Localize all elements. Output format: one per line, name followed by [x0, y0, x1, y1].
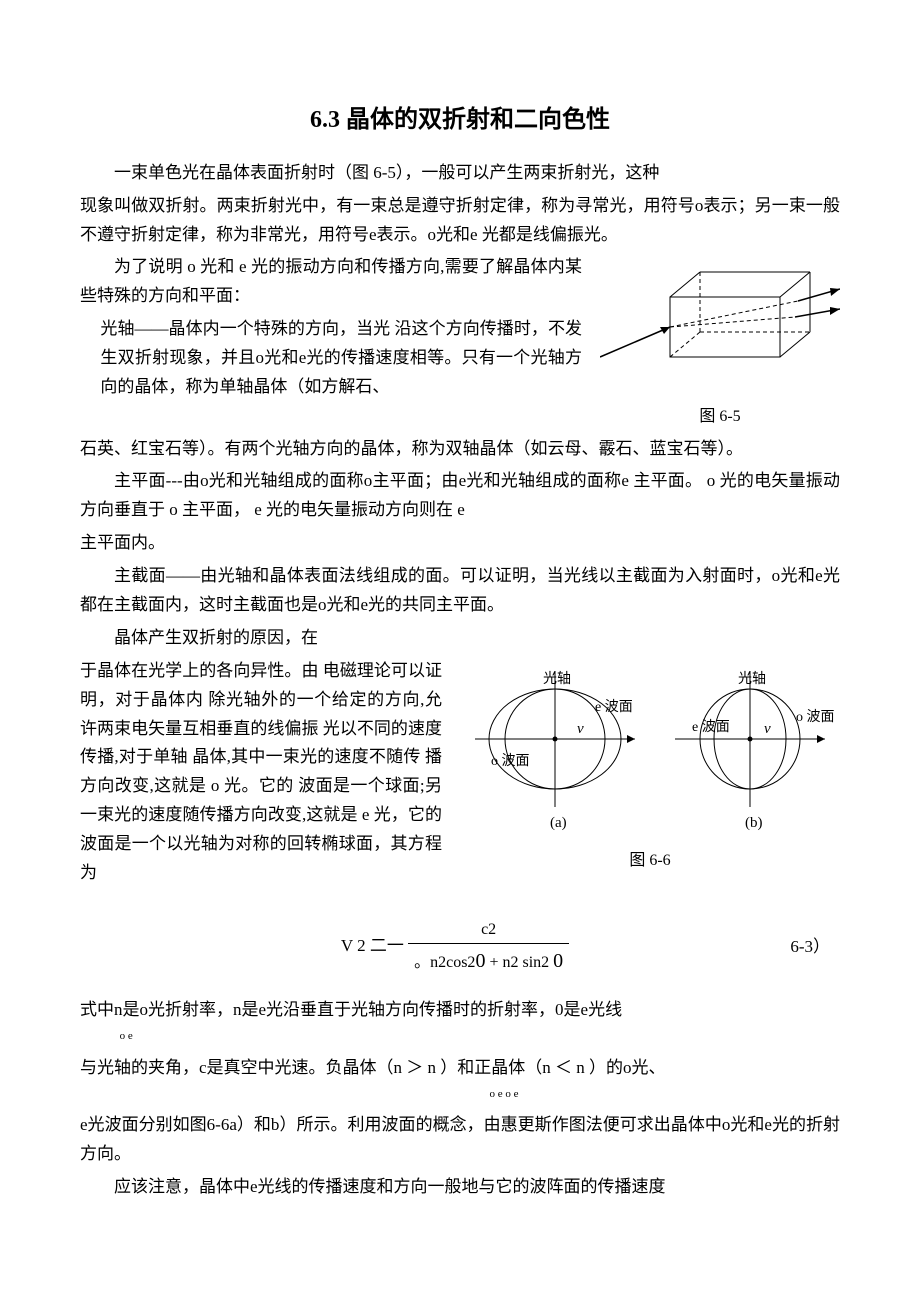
paragraph-after-eq-1: 式中n是o光折射率，n是e光沿垂直于光轴方向传播时的折射率，0是e光线: [80, 996, 840, 1025]
label-sub-b: (b): [745, 815, 763, 831]
label-axis-b: 光轴: [738, 671, 766, 687]
paragraph-section-plane: 主截面——由光轴和晶体表面法线组成的面。可以证明，当光线以主截面为入射面时，o光…: [80, 562, 840, 620]
figure-6-6-caption: 图 6-6: [460, 847, 840, 874]
paragraph-main-plane: 主平面---由o光和光轴组成的面称o主平面；由e光和光轴组成的面称e 主平面。 …: [80, 467, 840, 525]
figure-6-5: 图 6-5: [600, 257, 840, 430]
label-e-face-b: e 波面: [692, 719, 730, 735]
label-o-face-a: o 波面: [491, 753, 530, 769]
paragraph-optic-axis-2: 石英、红宝石等）。有两个光轴方向的晶体，称为双轴晶体（如云母、霰石、蓝宝石等）。: [80, 435, 840, 464]
paragraph-after-eq-1-sub: o e: [80, 1027, 840, 1046]
figure-6-5-caption: 图 6-5: [600, 403, 840, 430]
label-v-b: v: [764, 721, 771, 737]
paragraph-1a: 一束单色光在晶体表面折射时（图 6-5），一般可以产生两束折射光，这种: [80, 159, 840, 188]
label-o-face-b: o 波面: [796, 709, 835, 725]
section-title: 6.3 晶体的双折射和二向色性: [80, 100, 840, 141]
figure-6-6-svg: 光轴 e 波面 o 波面 v 光轴 e 波面 o 波面 v (a) (b): [460, 661, 840, 831]
label-axis-a: 光轴: [543, 671, 571, 687]
eq-lhs: V 2 二一: [341, 936, 404, 955]
paragraph-after-eq-3: e光波面分别如图6-6a）和b）所示。利用波面的概念，由惠更斯作图法便可求出晶体…: [80, 1111, 840, 1169]
paragraph-after-eq-2: 与光轴的夹角，c是真空中光速。负晶体（n ＞ n ）和正晶体（n ＜ n ）的o…: [80, 1054, 840, 1083]
equation-number: 6-3）: [760, 933, 840, 962]
eq-denominator: 。n2cos20 + n2 sin2 0: [408, 944, 569, 978]
paragraph-cause-intro: 晶体产生双折射的原因，在: [80, 624, 840, 653]
label-v-a: v: [577, 721, 584, 737]
paragraph-1b: 现象叫做双折射。两束折射光中，有一束总是遵守折射定律，称为寻常光，用符号o表示；…: [80, 192, 840, 250]
eq-numerator: c2: [408, 916, 569, 944]
label-sub-a: (a): [550, 815, 567, 831]
figure-6-6: 光轴 e 波面 o 波面 v 光轴 e 波面 o 波面 v (a) (b) 图 …: [460, 661, 840, 874]
equation-6-3: V 2 二一 c2 。n2cos20 + n2 sin2 0 6-3）: [80, 916, 840, 978]
equation-body: V 2 二一 c2 。n2cos20 + n2 sin2 0: [150, 916, 760, 978]
figure-6-5-svg: [600, 257, 840, 387]
eq-fraction: c2 。n2cos20 + n2 sin2 0: [408, 916, 569, 978]
label-e-face-a: e 波面: [595, 699, 633, 715]
paragraph-after-eq-2-sub: o e o e: [80, 1085, 840, 1104]
paragraph-main-plane-2: 主平面内。: [80, 529, 840, 558]
paragraph-after-eq-4: 应该注意，晶体中e光线的传播速度和方向一般地与它的波阵面的传播速度: [80, 1173, 840, 1202]
